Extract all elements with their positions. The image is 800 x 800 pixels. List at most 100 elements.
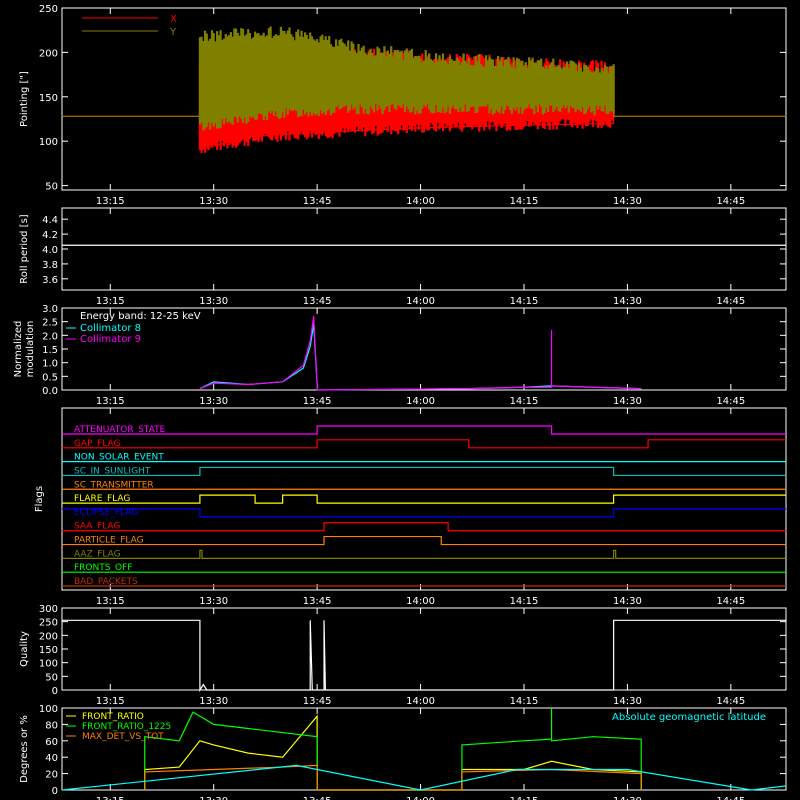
x-tick-label: 14:30 [613, 296, 642, 307]
x-tick-label: 13:45 [303, 296, 332, 307]
x-tick-label: 13:15 [96, 196, 125, 207]
y-axis-label: Flags [34, 486, 45, 512]
x-tick-label: 14:00 [406, 696, 435, 707]
series-x [62, 115, 786, 151]
series-front-ratio [144, 714, 642, 791]
y-tick-label: 1.5 [42, 345, 58, 356]
panel-ratios: 13:15 13:30 13:45 14:00 14:15 14:30 14:45 0 20 40… [19, 704, 787, 800]
x-tick-label: 14:30 [613, 696, 642, 707]
quality-line [62, 619, 786, 693]
legend-label: X [170, 14, 177, 25]
series-front-ratio-1225 [144, 708, 642, 791]
legend-label: FRONT_RATIO [82, 712, 144, 722]
y-tick-label: 20 [45, 770, 58, 781]
panel-flags: 13:15 13:30 13:45 14:00 14:15 14:30 14:45 Flags… [34, 407, 787, 607]
flag-eclipse-flag [62, 508, 786, 518]
flag-attenuator-state [62, 425, 786, 435]
y-tick-label: 100 [39, 704, 58, 715]
y-tick-label: 0.0 [42, 386, 58, 397]
y-tick-label: 0.5 [42, 372, 58, 383]
flag-label: ECLIPSE_FLAG [74, 508, 138, 518]
x-tick-label: 14:00 [406, 396, 435, 407]
x-tick-label: 13:15 [96, 296, 125, 307]
y-tick-label: 2.5 [42, 318, 58, 329]
axes-frame [61, 207, 787, 291]
series-collimator-8 [199, 324, 642, 391]
legend-label: FRONT_RATIO_1225 [82, 722, 171, 732]
flag-label: GAP_FLAG [74, 439, 120, 449]
y-tick-label: 50 [45, 182, 58, 193]
flag-label: FLARE_FLAG [74, 494, 130, 504]
x-tick-label: 13:30 [199, 296, 228, 307]
legend-label: Y [169, 27, 177, 38]
flag-label: SAA_FLAG [74, 522, 120, 532]
panel-modulation: 13:15 13:30 13:45 14:00 14:15 14:30 14:45 0.0 0.… [13, 304, 787, 407]
axes-frame [61, 407, 787, 591]
x-tick-label: 13:45 [303, 696, 332, 707]
axes-frame [61, 7, 787, 191]
y-tick-label: 150 [39, 93, 58, 104]
x-tick-label: 13:30 [199, 396, 228, 407]
series-max-det-vs-tot [144, 764, 642, 791]
x-tick-label: 13:45 [303, 596, 332, 607]
legend-label: MAX_DET_VS_TOT [82, 732, 164, 742]
flag-label: PARTICLE_FLAG [74, 536, 144, 546]
x-tick-label: 14:00 [406, 796, 435, 800]
flag-particle-flag [62, 535, 786, 546]
x-tick-label: 13:15 [96, 596, 125, 607]
x-tick-label: 13:15 [96, 396, 125, 407]
legend-label: Collimator 9 [80, 334, 141, 345]
x-tick-label: 14:15 [510, 596, 539, 607]
y-axis-label: Roll period [s] [19, 214, 30, 283]
x-tick-label: 13:45 [303, 196, 332, 207]
y-tick-label: 4.0 [42, 245, 58, 256]
flag-label: ATTENUATOR_STATE [74, 425, 166, 435]
y-axis-label: Degrees or % [19, 715, 30, 783]
y-axis-label: Quality [19, 631, 30, 667]
y-tick-label: 0 [52, 786, 58, 797]
flag-aaz-flag [62, 549, 786, 559]
x-tick-label: 14:45 [716, 196, 745, 207]
y-tick-label: 300 [39, 604, 58, 615]
geomagnetic-latitude-annotation: Absolute geomagnetic latitude [612, 712, 766, 723]
x-tick-label: 14:45 [716, 696, 745, 707]
y-tick-label: 4.4 [42, 215, 58, 226]
y-tick-label: 60 [45, 737, 58, 748]
x-tick-label: 14:45 [716, 396, 745, 407]
y-tick-label: 250 [39, 4, 58, 15]
y-axis-label: Normalized [13, 321, 24, 378]
panel-quality: 13:15 13:30 13:45 14:00 14:15 14:30 14:45 0 50 10… [19, 604, 787, 707]
flag-gap-flag [62, 439, 786, 449]
y-tick-label: 200 [39, 631, 58, 642]
flag-label: NON_SOLAR_EVENT [74, 453, 164, 463]
flag-label: FRONTS_OFF [74, 563, 132, 573]
y-tick-label: 3.8 [42, 260, 58, 271]
x-tick-label: 14:45 [716, 796, 745, 800]
flag-label: AAZ_FLAG [74, 549, 121, 559]
x-tick-label: 13:30 [199, 696, 228, 707]
flag-sc-in-sunlight [62, 466, 786, 477]
y-tick-label: 200 [39, 48, 58, 59]
x-tick-label: 14:15 [510, 196, 539, 207]
flag-saa-flag [62, 522, 786, 532]
x-tick-label: 14:30 [613, 196, 642, 207]
y-tick-label: 100 [39, 137, 58, 148]
energy-band-annotation: Energy band: 12-25 keV [80, 311, 201, 322]
legend-label: Collimator 8 [80, 323, 141, 334]
series-collimator-9 [199, 316, 642, 391]
flag-label: SC_IN_SUNLIGHT [74, 466, 151, 476]
y-tick-label: 100 [39, 659, 58, 670]
y-tick-label: 40 [45, 753, 58, 764]
series-absolute-geomagnetic-latitude [61, 764, 787, 791]
x-tick-label: 13:15 [96, 696, 125, 707]
flag-label: SC_TRANSMITTER [74, 480, 154, 490]
y-tick-label: 3.0 [42, 304, 58, 315]
x-tick-label: 14:15 [510, 396, 539, 407]
flag-label: BAD_PACKETS [74, 577, 138, 587]
x-tick-label: 13:45 [303, 396, 332, 407]
x-tick-label: 14:00 [406, 296, 435, 307]
x-tick-label: 14:30 [613, 396, 642, 407]
x-tick-label: 14:45 [716, 596, 745, 607]
y-tick-label: 150 [39, 645, 58, 656]
y-axis-label: Pointing ["] [19, 71, 30, 127]
